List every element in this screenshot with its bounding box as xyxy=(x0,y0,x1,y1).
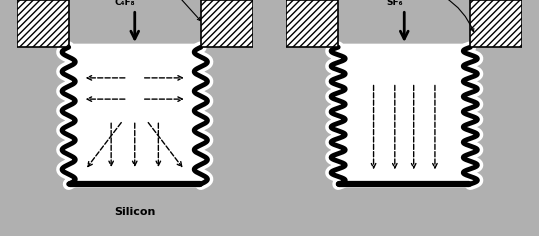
Text: Silicon: Silicon xyxy=(114,207,155,217)
Bar xyxy=(201,0,253,47)
Bar xyxy=(17,0,68,47)
Text: Photoresist: Photoresist xyxy=(147,0,201,21)
FancyBboxPatch shape xyxy=(67,44,202,188)
Text: C₄F₈: C₄F₈ xyxy=(115,0,136,7)
Text: Scallop: Scallop xyxy=(409,0,474,32)
Bar xyxy=(471,0,522,47)
Text: SF₆: SF₆ xyxy=(386,0,403,7)
FancyBboxPatch shape xyxy=(337,44,472,188)
Bar xyxy=(286,0,338,47)
